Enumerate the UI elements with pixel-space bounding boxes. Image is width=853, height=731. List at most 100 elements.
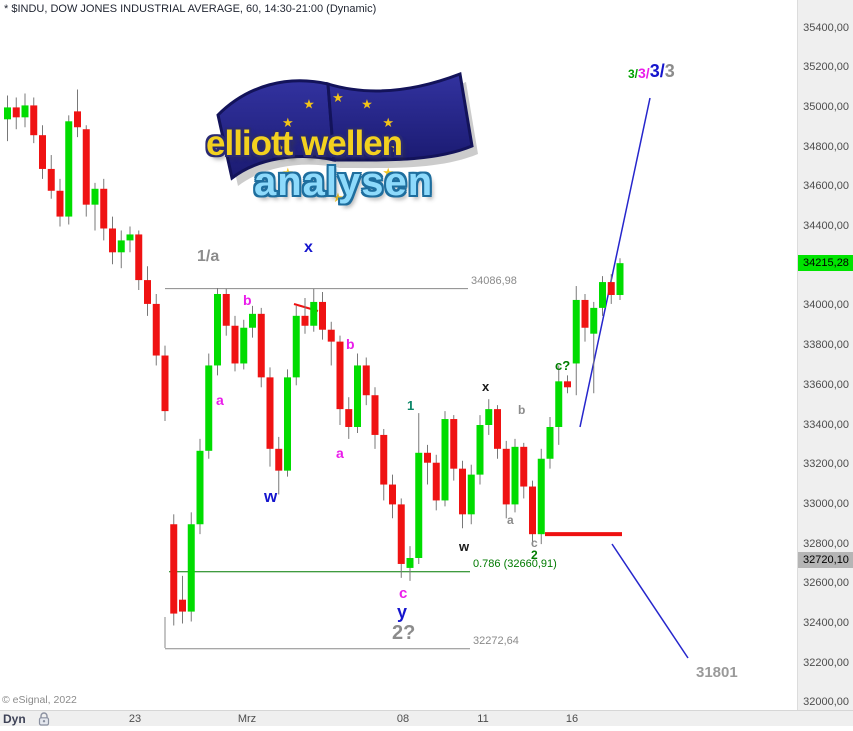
price-tick-label: 32800,00 [803, 537, 849, 550]
padlock-icon[interactable] [36, 711, 52, 731]
wave-label[interactable]: x [482, 379, 490, 394]
candle-body [459, 468, 466, 515]
date-tick-label: 23 [128, 713, 142, 725]
logo-word-elliott-wellen: elliott wellen [206, 124, 403, 163]
candle-body [310, 301, 318, 326]
wave-label[interactable]: b [346, 336, 355, 352]
price-tick-label: 32400,00 [803, 617, 849, 629]
candle-body [30, 105, 38, 136]
star-icon: ★ [282, 115, 294, 130]
candle-body [511, 446, 519, 505]
star-icon: ★ [382, 165, 394, 180]
candle-body [275, 448, 283, 471]
candle-body [494, 409, 501, 449]
star-icon: ★ [274, 140, 286, 155]
candle-body [266, 377, 274, 449]
wave-target-3333-label[interactable]: 3/3/3/3 [628, 62, 675, 80]
candle-body [607, 282, 615, 295]
candle-body [485, 409, 493, 425]
price-axis[interactable]: 35400,00 35200,00 35000,00 34800,00 34600,00… [797, 0, 853, 710]
wave-label[interactable]: 2? [392, 622, 415, 644]
candle-body [292, 315, 300, 378]
esignal-copyright: © eSignal, 2022 [2, 694, 77, 706]
price-tick-label: 33000,00 [803, 497, 849, 510]
wave-label[interactable]: w [458, 539, 470, 554]
trendline-projection-down[interactable] [611, 543, 689, 659]
wave-label[interactable]: c [531, 536, 538, 550]
candle-body [152, 303, 160, 356]
candle-body [214, 293, 221, 366]
star-icon: ★ [361, 183, 373, 198]
wave-label[interactable]: 31801 [696, 664, 738, 681]
candle-body [205, 365, 213, 451]
star-icon: ★ [382, 115, 394, 130]
eu-star-ring: ★ ★ ★ ★ ★ ★ ★ ★ ★ ★ ★ ★ [274, 90, 402, 205]
wave-label[interactable]: b [243, 292, 252, 308]
star-icon: ★ [332, 90, 344, 105]
candle-body [4, 107, 11, 120]
star-icon: ★ [303, 97, 315, 112]
candle-body [529, 486, 536, 535]
wave-label[interactable]: a [216, 392, 224, 408]
candle-body [581, 299, 589, 328]
date-tick-label: Mrz [237, 713, 257, 725]
candle-body [91, 188, 99, 205]
price-tick-label: 32600,00 [803, 577, 849, 590]
dyn-mode-label[interactable]: Dyn [3, 712, 26, 726]
candle-body [240, 327, 248, 364]
candle-body [144, 280, 151, 304]
candle-body [100, 188, 108, 229]
target-label-part: 3/ [628, 67, 639, 81]
wave-label[interactable]: c? [555, 358, 570, 373]
trendline-projection-up[interactable] [579, 97, 651, 428]
price-tick-label: 33200,00 [803, 458, 849, 471]
price-tick-label: 33400,00 [803, 418, 849, 431]
wave-label[interactable]: 2 [531, 548, 538, 562]
price-tick-label: 34000,00 [803, 299, 849, 312]
date-tick-label: 08 [396, 713, 410, 725]
candle-body [249, 313, 256, 328]
candle-body [616, 263, 624, 295]
wave-label[interactable]: x [304, 239, 313, 256]
eu-flag-graphic: ★ ★ ★ ★ ★ ★ ★ ★ ★ ★ ★ ★ [216, 71, 478, 205]
candle-body [345, 409, 353, 427]
candle-body [476, 425, 484, 475]
wave-label[interactable]: w [263, 487, 278, 506]
candle-body [196, 450, 204, 525]
candle-body [572, 299, 580, 364]
candle-body [380, 434, 388, 485]
hline-price-label: 34086,98 [471, 274, 517, 287]
candle-body [117, 240, 125, 253]
candle-body [467, 474, 475, 515]
wave-label[interactable]: 1/a [197, 248, 219, 265]
price-tick-label: 32200,00 [803, 656, 849, 669]
candle-body [135, 234, 143, 281]
candle-body [161, 355, 169, 412]
logo-word-analysen: analysen [254, 160, 434, 204]
candle-body [47, 168, 55, 191]
wave-label[interactable]: a [507, 513, 514, 527]
date-tick-label: 16 [565, 713, 579, 725]
star-icon: ★ [361, 97, 373, 112]
candle-body [109, 228, 116, 253]
chart-canvas[interactable]: 1/a x b a w b a c y 2? 1 w x a b c 2 c? 31801 3/3/3/3 3408… [0, 0, 797, 710]
price-tick-label: 34600,00 [803, 180, 849, 193]
price-tick-label: 34800,00 [803, 140, 849, 153]
time-axis[interactable]: Dyn 23 Mrz 08 11 16 [0, 710, 853, 726]
candle-body [319, 301, 326, 330]
star-icon: ★ [390, 140, 402, 155]
price-tick-label: 32000,00 [803, 696, 849, 709]
elliott-wellen-analysen-logo: ★ ★ ★ ★ ★ ★ ★ ★ ★ ★ ★ ★ elliott wellen analysen [188, 60, 488, 228]
candle-body [389, 484, 396, 505]
candle-body [21, 105, 29, 118]
wave-label[interactable]: b [518, 403, 525, 417]
candle-body [415, 452, 423, 558]
candle-body [432, 462, 440, 501]
candle-body [284, 377, 291, 471]
wave-label[interactable]: 1 [407, 398, 414, 413]
wave-label[interactable]: a [336, 445, 344, 461]
wave-label[interactable]: y [397, 602, 407, 622]
wave-label[interactable]: c [399, 585, 407, 602]
candle-body [441, 419, 449, 501]
candle-body [56, 190, 64, 217]
